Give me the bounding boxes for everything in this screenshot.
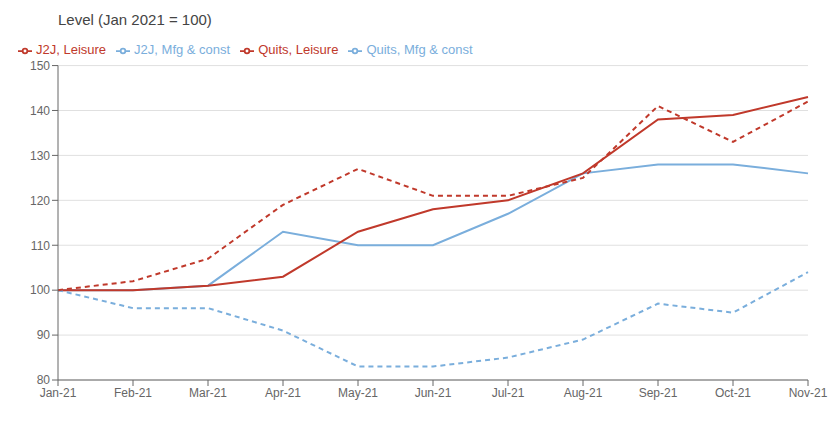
svg-text:120: 120 bbox=[30, 194, 50, 208]
svg-text:Jul-21: Jul-21 bbox=[492, 386, 525, 400]
html-text:J2J, Leisure: J2J, Leisure bbox=[36, 42, 107, 57]
svg-text:100: 100 bbox=[30, 283, 50, 297]
svg-text:Apr-21: Apr-21 bbox=[265, 386, 301, 400]
svg-text:150: 150 bbox=[30, 59, 50, 73]
svg-text:Mar-21: Mar-21 bbox=[189, 386, 227, 400]
html-text:Quits, Mfg & const: Quits, Mfg & const bbox=[366, 42, 473, 57]
html-text:J2J, Mfg & const: J2J, Mfg & const bbox=[134, 42, 231, 57]
svg-text:May-21: May-21 bbox=[338, 386, 378, 400]
svg-text:130: 130 bbox=[30, 149, 50, 163]
html-text:Level (Jan 2021 = 100): Level (Jan 2021 = 100) bbox=[58, 11, 212, 28]
svg-text:Aug-21: Aug-21 bbox=[564, 386, 603, 400]
svg-text:Oct-21: Oct-21 bbox=[715, 386, 751, 400]
svg-text:140: 140 bbox=[30, 104, 50, 118]
svg-text:90: 90 bbox=[37, 328, 51, 342]
svg-text:Jun-21: Jun-21 bbox=[415, 386, 452, 400]
svg-text:80: 80 bbox=[37, 373, 51, 387]
svg-text:Jan-21: Jan-21 bbox=[40, 386, 77, 400]
html-text:Quits, Leisure: Quits, Leisure bbox=[258, 42, 339, 57]
svg-text:Nov-21: Nov-21 bbox=[789, 386, 828, 400]
svg-text:110: 110 bbox=[31, 239, 50, 253]
svg-text:Sep-21: Sep-21 bbox=[639, 386, 678, 400]
svg-text:Feb-21: Feb-21 bbox=[114, 386, 152, 400]
